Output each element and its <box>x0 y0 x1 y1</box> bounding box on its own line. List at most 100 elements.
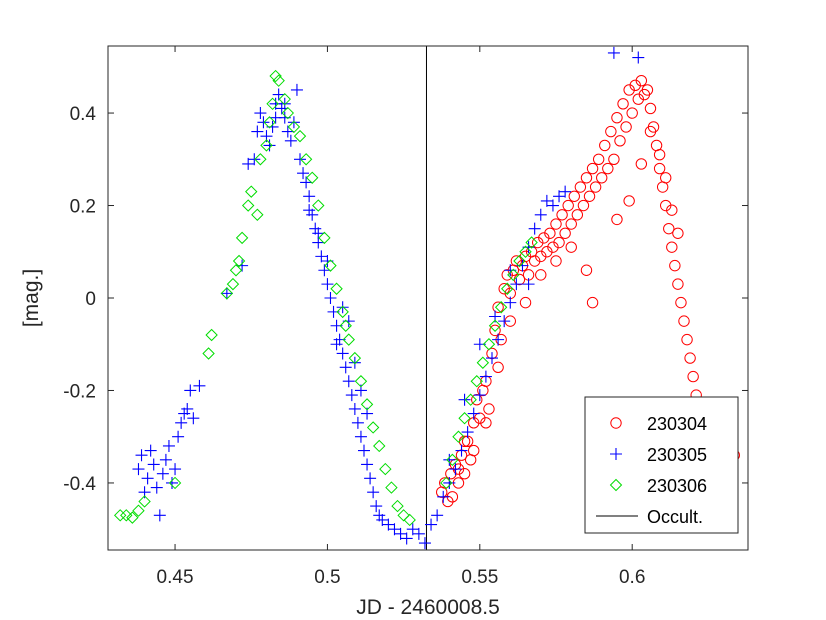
data-point-230305-80 <box>467 407 480 420</box>
data-point-230306-30 <box>324 259 337 272</box>
data-point-230304-53 <box>596 172 608 184</box>
legend-label-occultation: Occult. <box>647 507 703 527</box>
data-point-230304-113 <box>672 227 684 239</box>
data-point-230304-39 <box>553 236 565 249</box>
data-point-230305-9 <box>159 453 172 466</box>
data-point-230304-75 <box>663 222 675 235</box>
data-point-230305-91 <box>534 208 547 221</box>
data-point-230306-57 <box>513 254 526 268</box>
data-point-230304-59 <box>614 135 626 147</box>
data-point-230305-68 <box>394 527 407 540</box>
data-point-230306-47 <box>452 430 465 443</box>
data-point-230304-56 <box>605 125 617 138</box>
data-point-230306-22 <box>278 92 291 106</box>
data-point-230304-49 <box>583 190 596 202</box>
data-point-230305-52 <box>336 347 349 360</box>
data-point-230304-16 <box>483 403 495 415</box>
data-point-230306-46 <box>446 453 459 467</box>
data-point-230305-103 <box>443 453 456 466</box>
data-point-230305-84 <box>492 333 505 346</box>
data-point-230304-99 <box>519 296 532 309</box>
data-point-230304-63 <box>626 107 638 119</box>
data-point-230305-96 <box>607 46 620 59</box>
data-point-230304-69 <box>644 102 657 115</box>
data-point-230306-9 <box>226 277 240 291</box>
data-point-230305-92 <box>540 194 553 207</box>
data-point-230306-45 <box>440 476 453 490</box>
data-point-230305-76 <box>443 476 456 489</box>
data-point-230306-53 <box>488 319 502 332</box>
data-point-230304-82 <box>684 352 696 364</box>
data-point-230306-4 <box>138 495 151 508</box>
data-point-230306-6 <box>202 347 215 360</box>
data-point-230305-34 <box>281 125 294 138</box>
data-point-230304-57 <box>608 153 620 165</box>
data-point-230305-90 <box>528 222 541 235</box>
data-point-230306-43 <box>397 509 410 522</box>
data-point-230306-24 <box>287 120 301 134</box>
data-point-230306-18 <box>263 116 276 129</box>
data-point-230304-81 <box>681 333 693 346</box>
data-point-230304-18 <box>489 324 501 337</box>
data-point-230306-20 <box>269 69 282 83</box>
data-point-230305-32 <box>275 102 288 115</box>
data-point-230304-45 <box>571 209 584 221</box>
data-point-230304-68 <box>641 84 654 96</box>
data-point-230305-14 <box>175 416 188 429</box>
data-point-230304-40 <box>556 209 568 221</box>
data-point-230305-81 <box>473 389 486 402</box>
data-point-230305-73 <box>425 518 438 531</box>
data-point-230305-114 <box>269 111 282 124</box>
data-point-230305-54 <box>342 375 355 388</box>
data-point-230304-2 <box>442 495 454 508</box>
data-point-230304-111 <box>660 172 672 184</box>
data-point-230306-58 <box>519 245 532 258</box>
data-point-230305-93 <box>546 199 559 212</box>
y-tick-label: 0.2 <box>70 197 96 218</box>
data-point-230305-24 <box>251 125 264 138</box>
data-point-230304-55 <box>602 162 614 175</box>
data-point-230306-16 <box>254 153 267 166</box>
data-point-230305-40 <box>300 176 313 189</box>
data-point-230304-96 <box>565 241 577 253</box>
data-point-230304-106 <box>611 213 623 226</box>
data-point-230306-14 <box>245 185 258 198</box>
y-axis: 0.4 0.2 0 -0.2 -0.4 <box>63 104 748 495</box>
data-point-230306-52 <box>482 338 496 351</box>
data-point-230304-107 <box>623 195 635 207</box>
data-point-230305-83 <box>486 352 498 365</box>
data-point-230304-110 <box>653 148 666 161</box>
data-point-230304-43 <box>565 218 577 230</box>
x-tick-label: 0.6 <box>619 567 645 588</box>
data-point-230305-77 <box>449 463 462 476</box>
data-point-230304-44 <box>568 190 580 202</box>
data-point-230304-61 <box>620 121 632 133</box>
y-tick-label: -0.4 <box>63 474 96 495</box>
data-point-230304-102 <box>480 417 492 429</box>
data-point-230305-31 <box>272 88 285 101</box>
data-point-230305-65 <box>376 513 389 526</box>
data-point-230305-18 <box>187 412 200 425</box>
data-point-230305-85 <box>498 315 511 328</box>
data-point-230305-97 <box>632 51 645 64</box>
data-point-230305-43 <box>309 222 322 235</box>
data-point-230306-38 <box>366 421 380 434</box>
data-point-230304-41 <box>559 227 571 239</box>
data-point-230305-36 <box>287 116 300 129</box>
data-point-230305-113 <box>278 97 291 110</box>
data-point-230305-64 <box>373 509 386 522</box>
data-point-230305-37 <box>290 83 303 96</box>
y-axis-label: [mag.] <box>20 269 43 327</box>
legend-label-230305: 230305 <box>647 445 707 465</box>
data-point-230306-54 <box>494 301 508 314</box>
data-point-230306-21 <box>272 74 285 87</box>
data-point-230305-56 <box>348 402 361 415</box>
plot-area <box>107 45 749 551</box>
data-point-230304-97 <box>550 255 562 267</box>
data-point-230305-98 <box>522 278 535 291</box>
data-point-230305-42 <box>306 208 319 221</box>
data-point-230304-76 <box>666 241 678 253</box>
data-point-230306-55 <box>501 282 514 295</box>
data-point-230306-0 <box>113 509 127 522</box>
